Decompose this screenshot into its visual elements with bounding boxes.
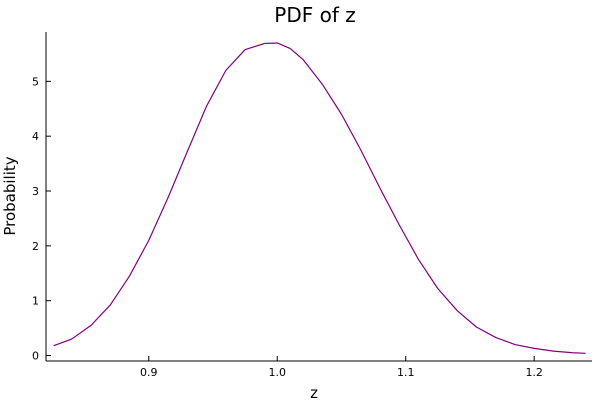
y-tick-label: 2 (32, 240, 39, 253)
chart-title: PDF of z (274, 3, 355, 27)
x-axis-label: z (310, 384, 318, 400)
plot-area: 0.9 1.0 1.1 1.2 0 1 2 3 4 5 (32, 32, 592, 379)
x-tick-label: 1.0 (268, 366, 286, 379)
y-axis-label: Probability (1, 156, 19, 235)
y-tick-label: 0 (32, 350, 39, 363)
pdf-series-line (53, 42, 586, 354)
y-ticks: 0 1 2 3 4 5 (32, 75, 51, 363)
x-ticks: 0.9 1.0 1.1 1.2 (140, 356, 543, 379)
y-tick-label: 4 (32, 130, 39, 143)
y-tick-label: 3 (32, 185, 39, 198)
x-tick-label: 0.9 (140, 366, 158, 379)
y-tick-label: 1 (32, 295, 39, 308)
x-tick-label: 1.2 (525, 366, 543, 379)
series-layer (53, 42, 586, 354)
y-tick-label: 5 (32, 75, 39, 88)
x-tick-label: 1.1 (397, 366, 415, 379)
